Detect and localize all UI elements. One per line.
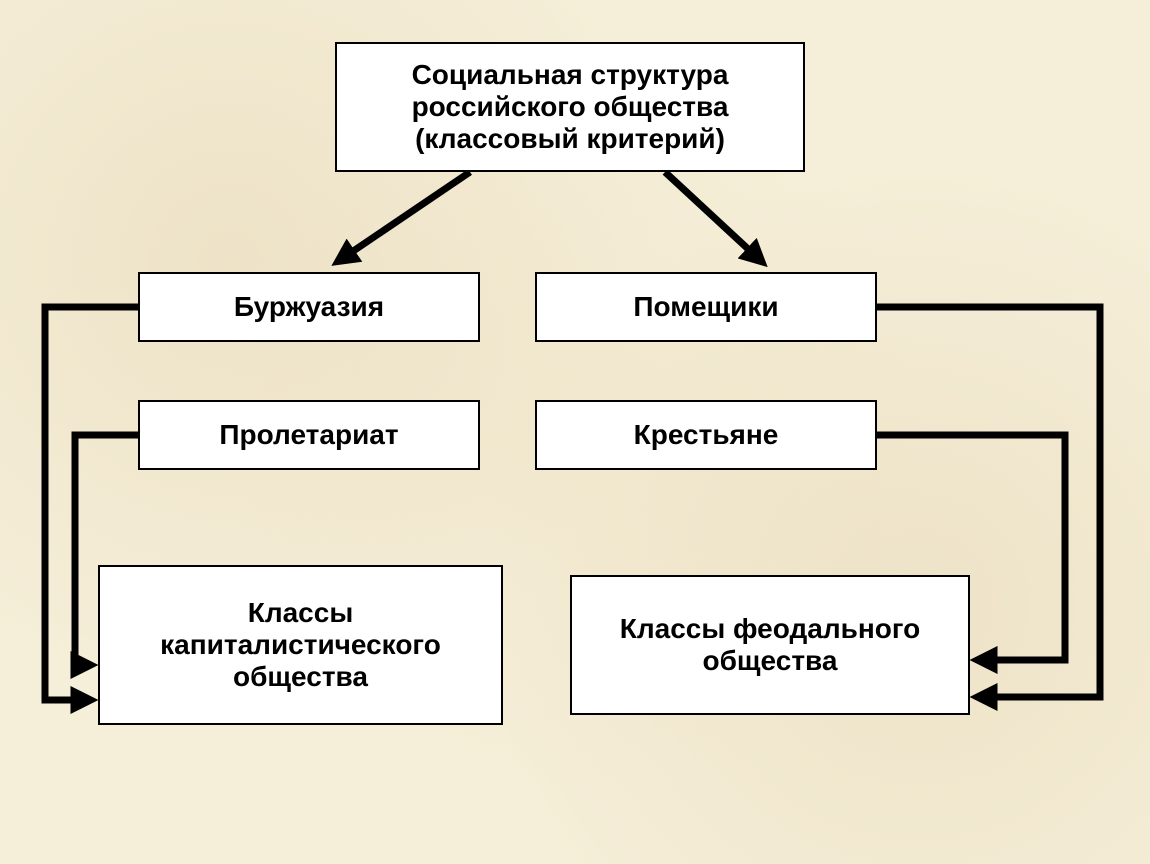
node-right2: Крестьяне (535, 400, 877, 470)
node-right1: Помещики (535, 272, 877, 342)
node-left2: Пролетариат (138, 400, 480, 470)
edge-0 (340, 172, 470, 260)
edge-1 (665, 172, 760, 260)
node-right3: Классы феодального общества (570, 575, 970, 715)
node-left3: Классы капиталистического общества (98, 565, 503, 725)
node-root: Социальная структура российского обществ… (335, 42, 805, 172)
node-left1: Буржуазия (138, 272, 480, 342)
